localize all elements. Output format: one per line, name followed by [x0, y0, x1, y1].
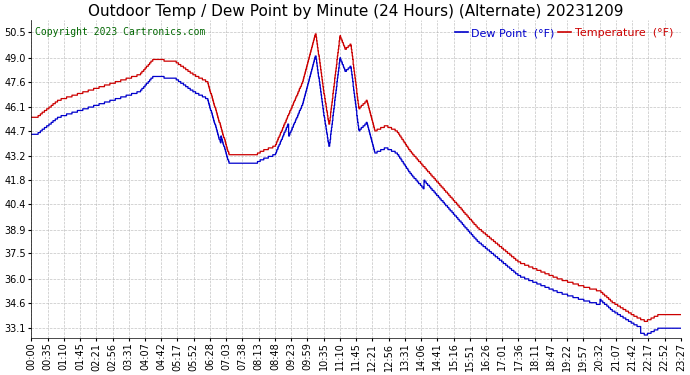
Legend: Dew Point  (°F), Temperature  (°F): Dew Point (°F), Temperature (°F)	[453, 26, 676, 40]
Title: Outdoor Temp / Dew Point by Minute (24 Hours) (Alternate) 20231209: Outdoor Temp / Dew Point by Minute (24 H…	[88, 4, 624, 19]
Text: Copyright 2023 Cartronics.com: Copyright 2023 Cartronics.com	[34, 27, 205, 37]
